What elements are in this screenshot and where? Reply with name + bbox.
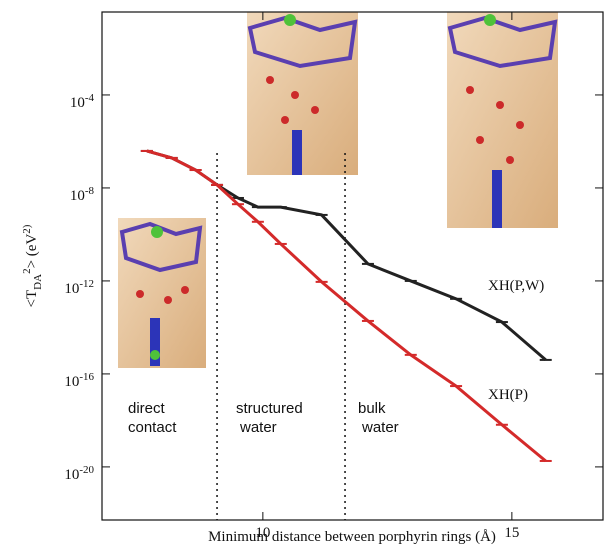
x-axis-label: Minimum distance between porphyrin rings… bbox=[208, 529, 496, 545]
region-label: water bbox=[361, 419, 399, 436]
plot-frame bbox=[101, 11, 604, 521]
inset-direct bbox=[118, 218, 206, 368]
y-tick-label: 10-8 bbox=[70, 185, 95, 204]
y-tick-label: 10-16 bbox=[64, 371, 94, 390]
region-label: bulk bbox=[358, 400, 386, 417]
x-tick-label: 15 bbox=[504, 525, 519, 541]
series-label: XH(P,W) bbox=[488, 278, 544, 294]
inset-bulk bbox=[447, 12, 558, 228]
region-label: contact bbox=[128, 419, 177, 436]
y-axis-label: <TDA2> (eV2) bbox=[21, 224, 44, 307]
y-tick-label: 10-20 bbox=[64, 464, 94, 483]
region-label: water bbox=[239, 419, 277, 436]
series-label: XH(P) bbox=[488, 387, 528, 403]
region-label: direct bbox=[128, 400, 166, 417]
x-tick-label: 10 bbox=[255, 525, 270, 541]
y-tick-label: 10-4 bbox=[70, 92, 95, 111]
y-tick-label: 10-12 bbox=[64, 278, 94, 297]
inset-images bbox=[118, 12, 558, 368]
inset-structured bbox=[247, 12, 358, 175]
region-label: structured bbox=[236, 400, 303, 417]
